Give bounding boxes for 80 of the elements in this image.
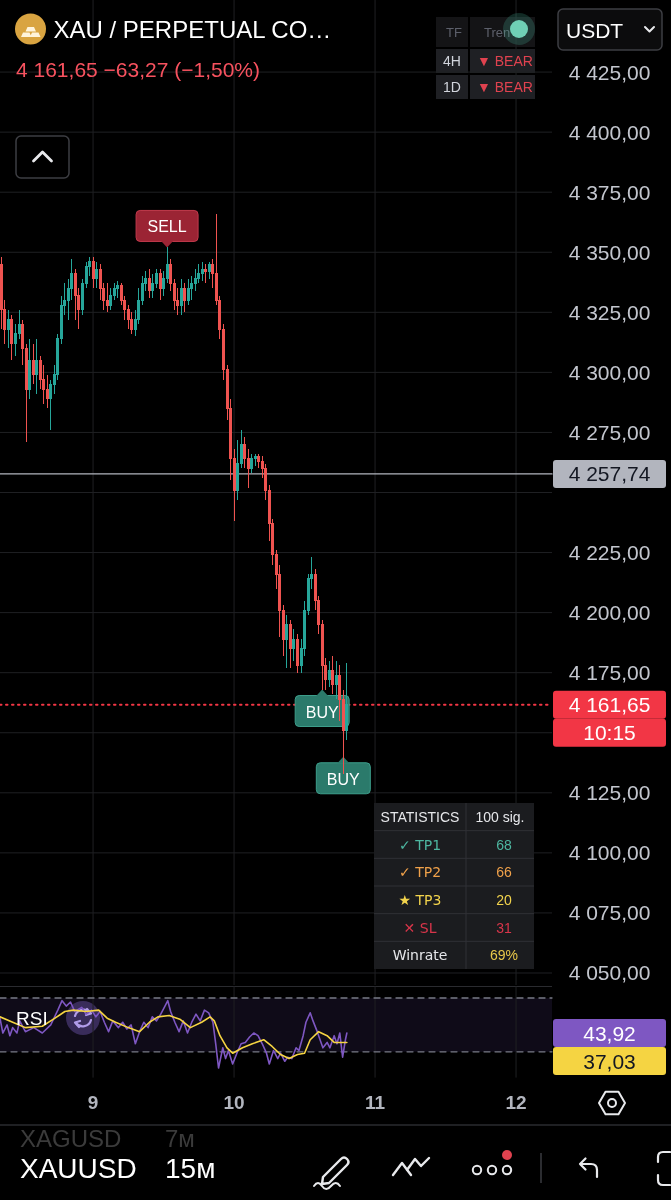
chart-title: RSI — [16, 1007, 48, 1029]
y-tick-label: 4 200,00 — [568, 601, 651, 625]
text: XAUUSD — [20, 1152, 137, 1184]
candlestick — [250, 453, 253, 474]
candlestick — [148, 268, 151, 299]
candlestick — [10, 314, 13, 361]
category-label: Winrate — [392, 947, 448, 964]
candlestick — [151, 273, 154, 299]
candlestick — [28, 338, 31, 400]
text: 4 161,65 −63,27 (−1,50%) — [16, 57, 261, 81]
y-tick-label: 4 175,00 — [568, 661, 651, 685]
y-tick-label: 4 350,00 — [568, 240, 651, 264]
annotation: TF — [446, 24, 462, 40]
ref-line-label: 4 161,65 — [568, 693, 651, 717]
x-tick-label: 9 — [87, 1091, 99, 1113]
candlestick — [331, 655, 334, 695]
y-tick-label: 4 375,00 — [568, 180, 651, 204]
y-tick-label: 4 400,00 — [568, 120, 651, 144]
category-label: ★ TP3 — [398, 891, 442, 908]
annotation: SELL — [147, 218, 187, 236]
text: 37,03 — [583, 1049, 636, 1073]
text: 7м — [165, 1124, 195, 1152]
candlestick — [116, 280, 119, 299]
annotation: 1D — [443, 79, 461, 95]
x-tick-label: 12 — [505, 1091, 527, 1113]
y-tick-label: 4 325,00 — [568, 300, 651, 324]
text: USDT — [566, 18, 624, 42]
x-tick-label: 11 — [365, 1091, 386, 1113]
x-tick-label: 10 — [223, 1091, 245, 1113]
annotation: Tren — [484, 24, 511, 40]
category-label: ✓ TP2 — [398, 864, 442, 881]
text: 10:15 — [583, 721, 636, 745]
annotation: BUY — [326, 770, 361, 788]
candlestick — [296, 633, 299, 674]
text: 66 — [496, 864, 512, 881]
text: 20 — [496, 891, 512, 908]
text: 100 sig. — [475, 808, 525, 825]
category-label: ✓ TP1 — [398, 836, 442, 853]
candlestick — [204, 263, 207, 284]
y-tick-label: 4 425,00 — [568, 60, 651, 84]
category-label: ✕ SL — [403, 919, 437, 936]
text: 69% — [489, 947, 519, 964]
y-tick-label: 4 300,00 — [568, 360, 651, 384]
text: XAGUSD — [20, 1124, 122, 1152]
annotation: ▼ BEAR — [477, 53, 533, 69]
annotation: BUY — [305, 703, 339, 721]
text: 15м — [165, 1152, 216, 1184]
y-tick-label: 4 050,00 — [568, 961, 651, 985]
text: 31 — [496, 919, 512, 936]
candlestick — [285, 614, 288, 669]
candlestick — [335, 660, 338, 700]
candlestick — [183, 282, 186, 313]
candlestick — [106, 282, 109, 313]
y-tick-label: 4 100,00 — [568, 841, 651, 865]
annotation: 4H — [443, 53, 461, 69]
ref-line-label: 4 257,74 — [568, 462, 651, 486]
candlestick — [92, 256, 95, 289]
candlestick — [345, 662, 348, 741]
y-tick-label: 4 275,00 — [568, 420, 651, 444]
candlestick — [109, 287, 112, 311]
text: 43,92 — [583, 1021, 636, 1045]
y-tick-label: 4 125,00 — [568, 781, 651, 805]
candlestick — [32, 343, 35, 385]
candlestick — [208, 261, 211, 280]
candlestick — [159, 268, 162, 301]
annotation: ▼ BEAR — [477, 79, 533, 95]
candlestick — [180, 278, 183, 316]
candlestick — [95, 261, 98, 289]
text: XAU / PERPETUAL CO… — [53, 15, 332, 43]
candlestick — [289, 619, 292, 669]
candlestick — [292, 628, 295, 662]
text: 68 — [496, 836, 512, 853]
candlestick — [35, 338, 38, 395]
candlestick — [187, 278, 190, 306]
text: STATISTICS — [380, 808, 460, 825]
y-tick-label: 4 075,00 — [568, 901, 651, 925]
candlestick — [328, 660, 331, 688]
candlestick — [201, 261, 204, 282]
candlestick — [7, 309, 10, 349]
y-tick-label: 4 225,00 — [568, 541, 651, 565]
